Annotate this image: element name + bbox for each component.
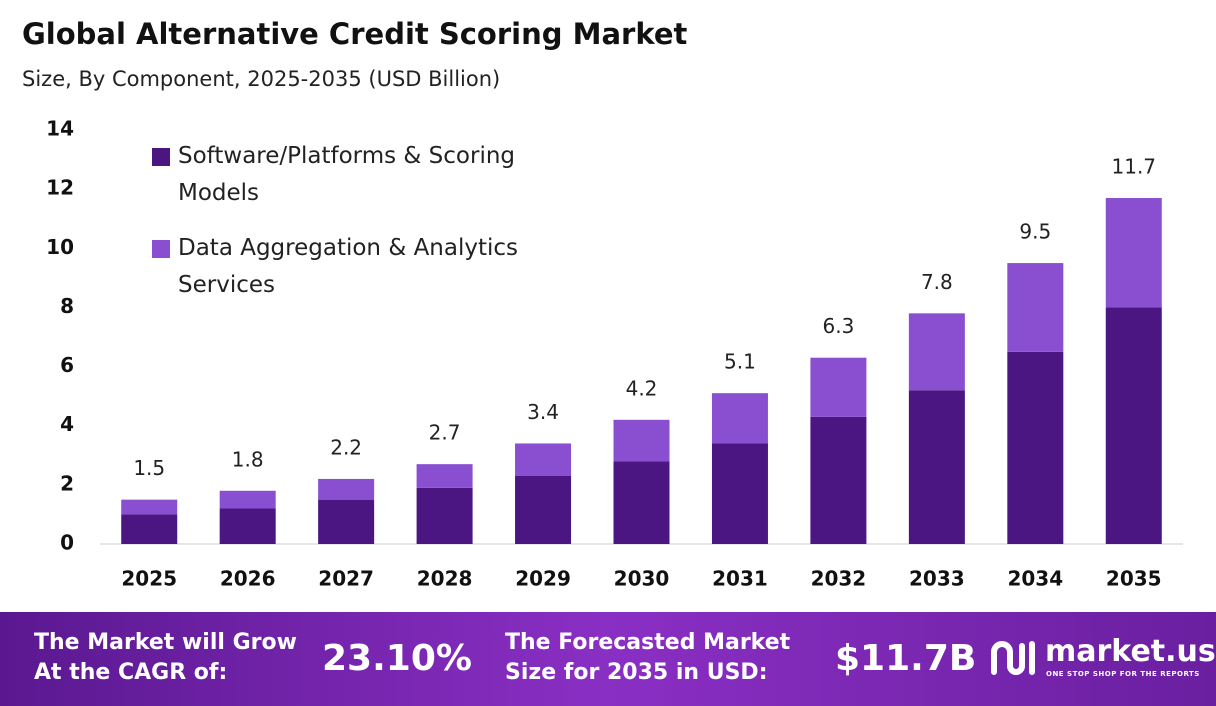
bar-segment xyxy=(1007,263,1064,352)
bar-segment xyxy=(416,487,473,544)
total-label: 3.4 xyxy=(527,400,559,424)
total-label: 1.5 xyxy=(133,456,165,480)
y-tick-label: 2 xyxy=(60,471,74,495)
total-label: 2.2 xyxy=(330,435,362,459)
legend-label: Software/Platforms & Scoring Models xyxy=(178,143,516,206)
total-label: 2.7 xyxy=(429,421,461,445)
x-tick-label: 2032 xyxy=(811,567,867,591)
brand-icon xyxy=(991,641,1035,675)
bar-segment xyxy=(1105,198,1162,308)
cagr-label-line: The Market will Grow xyxy=(34,630,297,655)
forecast-label-line: Size for 2035 in USD: xyxy=(505,660,768,685)
bar-segment xyxy=(810,416,867,544)
forecast-label-line: The Forecasted Market xyxy=(505,630,791,655)
cagr-label: The Market will Grow At the CAGR of: xyxy=(34,628,297,688)
bar-segment xyxy=(219,508,276,544)
y-tick-label: 12 xyxy=(46,176,74,200)
legend-item: Software/Platforms & Scoring Models xyxy=(152,138,572,212)
y-tick-label: 4 xyxy=(60,412,74,436)
bar-segment xyxy=(318,478,375,500)
bar-segment xyxy=(908,313,965,391)
bar-segment xyxy=(711,393,768,444)
bar-segment xyxy=(515,443,572,476)
total-label: 7.8 xyxy=(921,270,953,294)
tagline: ONE STOP SHOP FOR THE REPORTS xyxy=(1046,670,1200,678)
bar-segment xyxy=(1007,351,1064,544)
x-tick-label: 2030 xyxy=(614,567,670,591)
total-label: 1.8 xyxy=(232,447,264,471)
x-tick-label: 2031 xyxy=(712,567,768,591)
total-label: 6.3 xyxy=(823,314,855,338)
bar-segment xyxy=(613,419,670,462)
bar-segment xyxy=(318,499,375,544)
y-tick-label: 8 xyxy=(60,294,74,318)
chart-title: Global Alternative Credit Scoring Market xyxy=(22,17,687,51)
total-label: 9.5 xyxy=(1019,220,1051,244)
footer: The Market will Grow At the CAGR of: 23.1… xyxy=(0,612,1216,706)
cagr-value: 23.10% xyxy=(322,638,472,679)
y-tick-label: 10 xyxy=(46,235,74,259)
chart: Global Alternative Credit Scoring Market… xyxy=(22,17,1183,591)
y-tick-label: 0 xyxy=(60,531,74,555)
legend-swatch xyxy=(152,240,170,258)
forecast-value: $11.7B xyxy=(835,638,977,679)
legend-item: Data Aggregation & Analytics Services xyxy=(152,230,572,304)
legend-label: Data Aggregation & Analytics Services xyxy=(178,235,519,298)
x-tick-label: 2034 xyxy=(1007,567,1063,591)
x-tick-label: 2029 xyxy=(515,567,571,591)
bar-segment xyxy=(810,357,867,417)
y-tick-label: 6 xyxy=(60,353,74,377)
bar-segment xyxy=(121,514,178,544)
forecast-label: The Forecasted Market Size for 2035 in US… xyxy=(505,628,790,688)
x-tick-label: 2027 xyxy=(318,567,374,591)
y-tick-label: 14 xyxy=(46,117,74,141)
bar-segment xyxy=(1105,307,1162,544)
brand: market.us xyxy=(1045,634,1216,669)
bar-segment xyxy=(121,499,178,515)
legend-swatch xyxy=(152,148,170,166)
cagr-label-line: At the CAGR of: xyxy=(34,660,228,685)
bar-segment xyxy=(908,390,965,544)
total-label: 4.2 xyxy=(626,376,658,400)
bar-segment xyxy=(416,464,473,488)
total-label: 11.7 xyxy=(1112,155,1157,179)
x-tick-label: 2033 xyxy=(909,567,965,591)
total-label: 5.1 xyxy=(724,350,756,374)
bar-segment xyxy=(613,461,670,544)
x-tick-label: 2028 xyxy=(417,567,473,591)
x-tick-label: 2025 xyxy=(121,567,177,591)
chart-subtitle: Size, By Component, 2025-2035 (USD Billi… xyxy=(22,67,500,91)
x-tick-label: 2026 xyxy=(220,567,276,591)
x-tick-label: 2035 xyxy=(1106,567,1162,591)
bar-segment xyxy=(515,475,572,544)
bar-segment xyxy=(711,443,768,544)
legend: Software/Platforms & Scoring Models Data … xyxy=(152,138,572,322)
bar-segment xyxy=(219,490,276,509)
